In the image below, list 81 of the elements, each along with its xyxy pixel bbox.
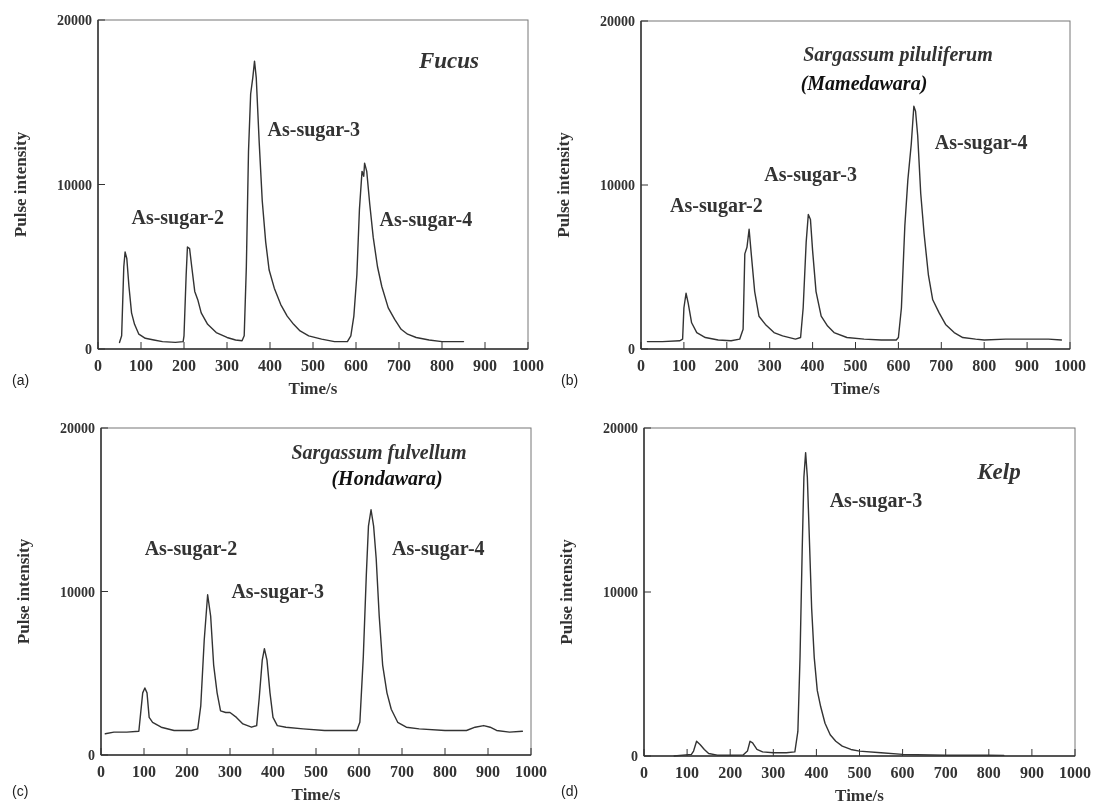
- x-tick-label: 100: [132, 763, 156, 780]
- x-tick-label: 600: [886, 357, 911, 374]
- annotation: As-sugar-4: [392, 536, 485, 560]
- x-tick-label: 900: [476, 763, 500, 780]
- x-axis-title: Time/s: [835, 786, 885, 805]
- x-tick-label: 700: [929, 357, 954, 374]
- x-tick-label: 600: [347, 763, 371, 780]
- x-axis-title: Time/s: [288, 379, 338, 398]
- x-tick-label: 100: [675, 764, 700, 781]
- x-tick-label: 100: [671, 357, 696, 374]
- annotation: As-sugar-2: [144, 536, 238, 560]
- x-tick-label: 200: [718, 764, 743, 781]
- x-tick-label: 400: [804, 764, 829, 781]
- x-tick-label: 800: [430, 357, 454, 374]
- y-tick-label: 0: [631, 749, 638, 764]
- y-axis-title: Pulse intensity: [557, 538, 576, 645]
- annotation: As-sugar-4: [934, 131, 1028, 155]
- x-tick-label: 500: [847, 764, 872, 781]
- y-axis-title: Pulse intensity: [14, 538, 33, 645]
- x-tick-label: 500: [304, 763, 328, 780]
- x-tick-label: 600: [890, 764, 915, 781]
- x-tick-label: 1000: [512, 357, 544, 374]
- annotation: As-sugar-2: [670, 194, 763, 218]
- x-tick-label: 800: [972, 357, 997, 374]
- x-axis-title: Time/s: [291, 785, 341, 804]
- x-tick-label: 700: [390, 763, 414, 780]
- annotation: As-sugar-3: [764, 162, 857, 186]
- annotation: As-sugar-2: [131, 206, 225, 230]
- x-tick-label: 500: [301, 357, 325, 374]
- x-tick-label: 800: [433, 763, 457, 780]
- annotation: As-sugar-4: [379, 208, 473, 232]
- text: (b): [561, 372, 579, 388]
- text: Sargassum piluliferum: [803, 43, 993, 66]
- x-tick-label: 100: [129, 357, 153, 374]
- x-axis-title: Time/s: [831, 379, 881, 398]
- x-tick-label: 300: [218, 763, 242, 780]
- x-tick-label: 800: [976, 764, 1001, 781]
- y-tick-label: 20000: [57, 13, 92, 28]
- text: (c): [12, 783, 29, 799]
- x-tick-label: 400: [258, 357, 282, 374]
- x-tick-label: 700: [387, 357, 411, 374]
- x-tick-label: 200: [175, 763, 199, 780]
- x-tick-label: 1000: [515, 763, 547, 780]
- y-tick-label: 0: [88, 748, 95, 763]
- annotation: As-sugar-3: [829, 488, 923, 512]
- y-tick-label: 20000: [603, 421, 638, 436]
- y-tick-label: 0: [85, 342, 92, 357]
- line-series: [104, 509, 524, 735]
- x-tick-label: 300: [215, 357, 239, 374]
- text: (Hondawara): [331, 467, 443, 490]
- x-tick-label: 900: [473, 357, 497, 374]
- x-tick-label: 200: [172, 357, 196, 374]
- x-tick-label: 300: [761, 764, 786, 781]
- x-tick-label: 600: [344, 357, 368, 374]
- annotation: As-sugar-3: [267, 118, 361, 142]
- x-tick-label: 1000: [1054, 357, 1086, 374]
- x-tick-label: 400: [800, 357, 825, 374]
- x-tick-label: 400: [261, 763, 285, 780]
- y-tick-label: 10000: [57, 177, 92, 193]
- y-axis-title: Pulse intensity: [11, 131, 30, 238]
- y-tick-label: 10000: [600, 178, 635, 193]
- y-axis-title: Pulse intensity: [554, 131, 573, 238]
- x-tick-label: 900: [1015, 357, 1040, 374]
- y-tick-label: 20000: [60, 421, 95, 436]
- x-tick-label: 200: [714, 357, 739, 374]
- x-tick-label: 500: [843, 357, 868, 374]
- text: Fucus: [417, 48, 480, 73]
- x-tick-label: 300: [757, 357, 782, 374]
- text: Kelp: [976, 459, 1021, 484]
- x-tick-label: 700: [933, 764, 958, 781]
- y-tick-label: 20000: [600, 14, 635, 29]
- text: (Mamedawara): [800, 72, 928, 95]
- y-tick-label: 0: [628, 342, 635, 357]
- y-tick-label: 10000: [60, 584, 95, 600]
- x-tick-label: 900: [1019, 764, 1044, 781]
- y-tick-label: 10000: [603, 585, 638, 600]
- x-tick-label: 1000: [1059, 764, 1091, 781]
- annotation: As-sugar-3: [231, 579, 324, 603]
- text: (d): [561, 783, 579, 799]
- text: Sargassum fulvellum: [291, 441, 467, 464]
- text: (a): [12, 372, 30, 388]
